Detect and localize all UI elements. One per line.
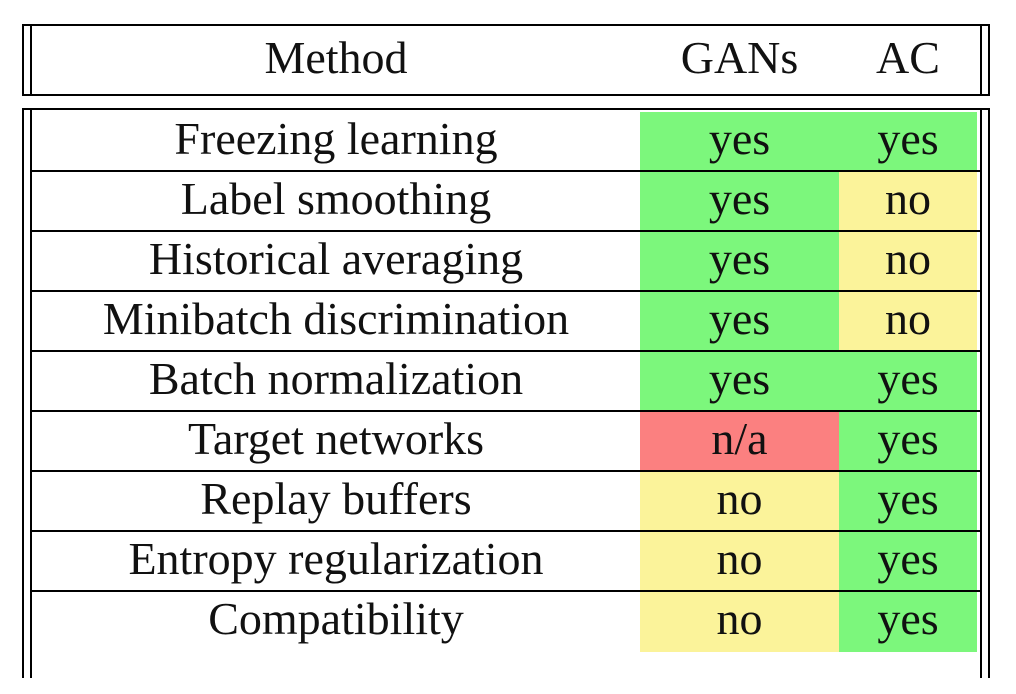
table-row: Entropy regularization no yes [22,532,990,592]
gans-cell: no [640,532,839,592]
table-row: Replay buffers no yes [22,472,990,532]
gans-cell: yes [640,292,839,352]
header-method: Method [264,32,408,83]
gans-cell: yes [640,112,839,172]
gans-cell: n/a [640,412,839,472]
right-outer-rule [988,24,990,96]
table-row: Target networks n/a yes [22,412,990,472]
table-row: Freezing learning yes yes [22,112,990,172]
method-cell: Batch normalization [148,353,524,404]
comparison-table: Method GANs AC Freezing learning yes yes La… [22,24,990,678]
method-cell: Replay buffers [200,473,472,524]
body-left-outer-rule [22,110,24,678]
ac-cell: no [839,232,977,292]
row-separator [30,410,982,412]
method-cell: Label smoothing [180,173,492,224]
method-cell: Entropy regularization [128,533,544,584]
table-row: Minibatch discrimination yes no [22,292,990,352]
ac-cell: yes [839,112,977,172]
gans-cell: yes [640,172,839,232]
table-body: Freezing learning yes yes Label smoothing ye… [22,108,990,678]
ac-cell: yes [839,592,977,652]
row-separator [30,170,982,172]
body-right-inner-rule [980,110,982,678]
gans-cell: yes [640,352,839,412]
left-outer-rule [22,24,24,96]
ac-cell: yes [839,532,977,592]
ac-cell: yes [839,412,977,472]
right-inner-rule [980,24,982,96]
ac-cell: no [839,292,977,352]
left-inner-rule [30,24,32,96]
table-row: Label smoothing yes no [22,172,990,232]
body-right-outer-rule [988,110,990,678]
table-row: Compatibility no yes [22,592,990,652]
ac-cell: no [839,172,977,232]
row-separator [30,530,982,532]
method-cell: Compatibility [208,593,464,644]
ac-cell: yes [839,352,977,412]
method-cell: Freezing learning [174,113,498,164]
ac-cell: yes [839,472,977,532]
row-separator [30,470,982,472]
table-row: Batch normalization yes yes [22,352,990,412]
row-separator [30,290,982,292]
table-row: Historical averaging yes no [22,232,990,292]
gans-cell: no [640,592,839,652]
header-ac: AC [876,32,940,83]
method-cell: Minibatch discrimination [102,293,570,344]
row-separator [30,590,982,592]
table-header: Method GANs AC [22,24,990,96]
row-separator [30,350,982,352]
gans-cell: yes [640,232,839,292]
row-separator [30,230,982,232]
method-cell: Historical averaging [148,233,524,284]
gans-cell: no [640,472,839,532]
body-left-inner-rule [30,110,32,678]
header-gans: GANs [680,32,799,83]
method-cell: Target networks [187,413,485,464]
